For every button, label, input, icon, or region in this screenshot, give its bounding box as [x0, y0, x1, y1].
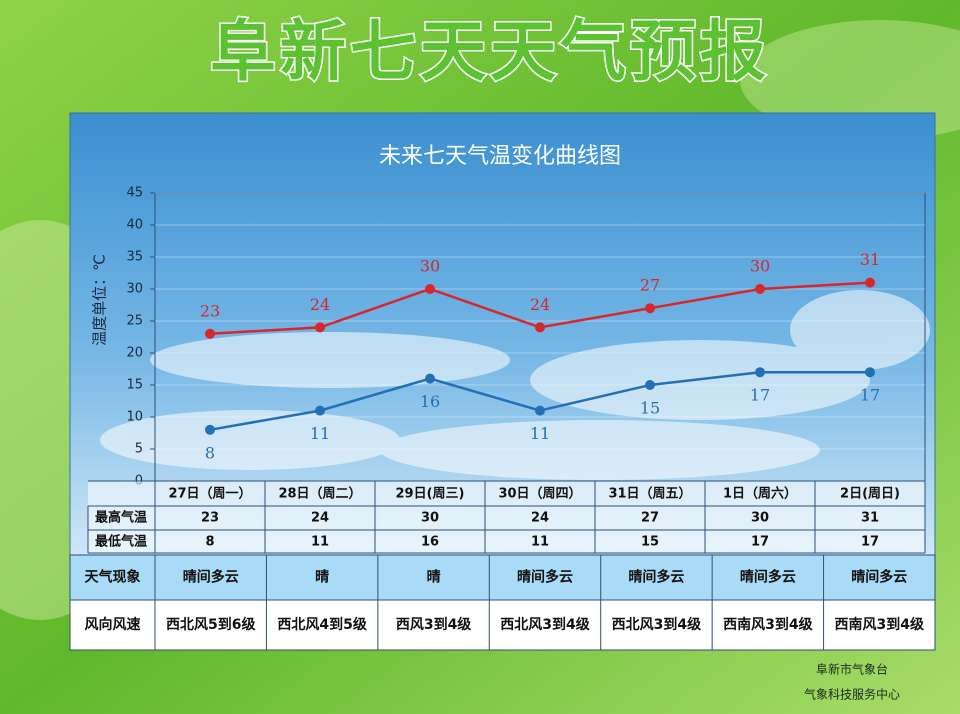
- data-point: [645, 380, 655, 390]
- table-cell: 西北风5到6级: [166, 616, 256, 633]
- data-point: [205, 328, 215, 339]
- data-table-bg: [88, 481, 925, 553]
- table-cell: 晴间多云: [517, 569, 573, 586]
- table-value: 30: [421, 511, 439, 526]
- data-point: [425, 373, 435, 384]
- table-value: 8: [205, 535, 214, 550]
- chart-title: 未来七天气温变化曲线图: [379, 144, 621, 169]
- row-label: 天气现象: [85, 569, 141, 586]
- table-value: 24: [531, 511, 549, 526]
- table-cell: 晴间多云: [183, 569, 239, 586]
- row-label: 风向风速: [85, 616, 141, 633]
- y-tick-label: 45: [126, 186, 143, 201]
- data-label: 27: [640, 276, 660, 295]
- decor-leaf: [740, 20, 960, 140]
- table-cell: 西南风3到4级: [835, 616, 925, 633]
- y-tick-label: 5: [135, 442, 143, 457]
- data-label: 11: [530, 424, 550, 443]
- table-row: [69, 554, 936, 601]
- data-label: 31: [860, 250, 880, 269]
- data-point: [315, 322, 325, 333]
- data-label: 24: [310, 295, 330, 314]
- x-tick-label: 28日（周二）: [278, 486, 361, 502]
- table-row: [69, 599, 936, 651]
- table-value: 15: [641, 535, 659, 550]
- x-tick-label: 1日（周六）: [723, 486, 797, 502]
- table-value: 17: [751, 535, 769, 550]
- table-cell: 晴: [427, 569, 441, 586]
- data-label: 30: [420, 257, 440, 276]
- data-point: [755, 284, 765, 294]
- data-label: 23: [200, 301, 220, 320]
- table-cell: 西北风3到4级: [612, 616, 702, 633]
- legend-label: 最高气温: [95, 510, 147, 526]
- table-value: 17: [861, 535, 879, 550]
- table-value: 16: [421, 535, 439, 550]
- page-title: 阜新七天天气预报: [210, 13, 770, 90]
- y-axis-label: 温度单位：℃: [91, 254, 109, 346]
- data-point: [645, 303, 655, 314]
- y-tick-label: 30: [126, 282, 143, 297]
- x-tick-label: 31日（周五）: [608, 486, 691, 502]
- table-value: 11: [311, 535, 329, 550]
- table-cell: 晴间多云: [851, 569, 907, 586]
- data-point: [205, 424, 215, 435]
- y-tick-label: 10: [126, 410, 143, 425]
- table-cell: 晴间多云: [628, 569, 684, 586]
- data-label: 16: [420, 392, 440, 411]
- table-value: 30: [751, 511, 769, 526]
- data-point: [425, 284, 435, 294]
- data-label: 17: [860, 386, 880, 405]
- x-tick-label: 2日(周日): [840, 487, 900, 502]
- table-value: 23: [201, 511, 219, 526]
- table-cell: 西北风3到4级: [500, 616, 590, 633]
- data-label: 8: [205, 443, 215, 462]
- x-tick-label: 27日（周一）: [168, 486, 251, 502]
- legend-label: 最低气温: [95, 534, 147, 550]
- table-cell: 西风3到4级: [396, 616, 472, 633]
- y-tick-label: 35: [126, 250, 143, 265]
- x-tick-label: 29日(周三): [396, 487, 465, 502]
- data-label: 17: [750, 386, 770, 405]
- table-value: 31: [861, 511, 879, 526]
- data-label: 15: [640, 399, 660, 418]
- y-tick-label: 40: [126, 218, 143, 233]
- y-tick-label: 20: [126, 346, 143, 361]
- data-point: [535, 405, 545, 416]
- data-label: 11: [310, 424, 330, 443]
- y-tick-label: 25: [126, 314, 143, 329]
- data-point: [865, 277, 875, 288]
- table-cell: 西南风3到4级: [723, 616, 813, 633]
- data-point: [315, 405, 325, 416]
- table-cell: 晴: [315, 569, 329, 586]
- data-point: [865, 367, 875, 378]
- x-tick-label: 30日（周四）: [498, 486, 581, 502]
- data-point: [755, 367, 765, 378]
- y-tick-label: 15: [126, 378, 143, 393]
- footer-line: 阜新市气象台: [816, 662, 888, 677]
- data-label: 24: [530, 295, 550, 314]
- table-cell: 西北风4到5级: [277, 616, 367, 633]
- table-value: 11: [531, 535, 549, 550]
- table-value: 27: [641, 511, 659, 526]
- table-value: 24: [311, 511, 329, 526]
- table-cell: 晴间多云: [740, 569, 796, 586]
- footer-line: 气象科技服务中心: [804, 687, 900, 702]
- data-point: [535, 322, 545, 333]
- data-label: 30: [750, 257, 770, 276]
- footer: 阜新市气象台 气象科技服务中心: [804, 662, 900, 702]
